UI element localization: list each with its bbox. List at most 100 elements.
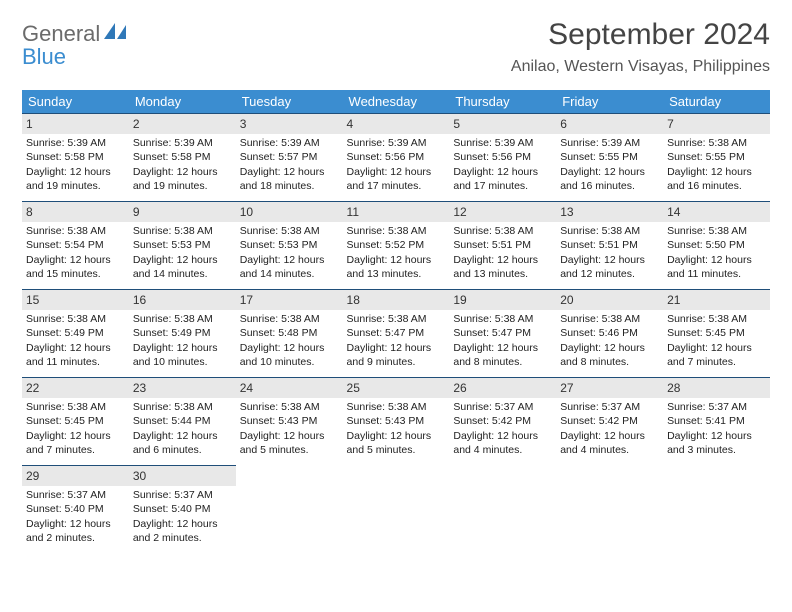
day-number: 15 [22, 290, 129, 310]
daylight-line: Daylight: 12 hours and 6 minutes. [133, 429, 232, 457]
day-details: Sunrise: 5:38 AMSunset: 5:46 PMDaylight:… [560, 312, 659, 369]
daylight-line: Daylight: 12 hours and 5 minutes. [347, 429, 446, 457]
day-details: Sunrise: 5:38 AMSunset: 5:50 PMDaylight:… [667, 224, 766, 281]
day-details: Sunrise: 5:37 AMSunset: 5:40 PMDaylight:… [26, 488, 125, 545]
sunset-line: Sunset: 5:56 PM [347, 150, 446, 164]
sunrise-line: Sunrise: 5:38 AM [560, 224, 659, 238]
daylight-line: Daylight: 12 hours and 19 minutes. [133, 165, 232, 193]
day-details: Sunrise: 5:39 AMSunset: 5:57 PMDaylight:… [240, 136, 339, 193]
sunset-line: Sunset: 5:56 PM [453, 150, 552, 164]
day-cell: 29Sunrise: 5:37 AMSunset: 5:40 PMDayligh… [22, 466, 129, 554]
day-number: 5 [449, 114, 556, 134]
daylight-line: Daylight: 12 hours and 7 minutes. [667, 341, 766, 369]
day-cell: 25Sunrise: 5:38 AMSunset: 5:43 PMDayligh… [343, 378, 450, 466]
sunset-line: Sunset: 5:41 PM [667, 414, 766, 428]
empty-cell [663, 466, 770, 554]
dow-friday: Friday [556, 90, 663, 114]
day-number: 26 [449, 378, 556, 398]
empty-cell [343, 466, 450, 554]
day-cell: 20Sunrise: 5:38 AMSunset: 5:46 PMDayligh… [556, 290, 663, 378]
daylight-line: Daylight: 12 hours and 16 minutes. [667, 165, 766, 193]
day-number: 17 [236, 290, 343, 310]
dow-wednesday: Wednesday [343, 90, 450, 114]
day-cell: 26Sunrise: 5:37 AMSunset: 5:42 PMDayligh… [449, 378, 556, 466]
sunset-line: Sunset: 5:49 PM [133, 326, 232, 340]
daylight-line: Daylight: 12 hours and 10 minutes. [133, 341, 232, 369]
sunset-line: Sunset: 5:51 PM [453, 238, 552, 252]
daylight-line: Daylight: 12 hours and 12 minutes. [560, 253, 659, 281]
empty-cell [449, 466, 556, 554]
day-details: Sunrise: 5:38 AMSunset: 5:54 PMDaylight:… [26, 224, 125, 281]
sunset-line: Sunset: 5:58 PM [26, 150, 125, 164]
daylight-line: Daylight: 12 hours and 8 minutes. [560, 341, 659, 369]
sunset-line: Sunset: 5:43 PM [347, 414, 446, 428]
sunrise-line: Sunrise: 5:38 AM [347, 312, 446, 326]
day-of-week-row: Sunday Monday Tuesday Wednesday Thursday… [22, 90, 770, 114]
sunset-line: Sunset: 5:53 PM [240, 238, 339, 252]
daylight-line: Daylight: 12 hours and 10 minutes. [240, 341, 339, 369]
day-details: Sunrise: 5:38 AMSunset: 5:43 PMDaylight:… [240, 400, 339, 457]
sunset-line: Sunset: 5:57 PM [240, 150, 339, 164]
sunrise-line: Sunrise: 5:38 AM [347, 400, 446, 414]
daylight-line: Daylight: 12 hours and 5 minutes. [240, 429, 339, 457]
day-details: Sunrise: 5:38 AMSunset: 5:47 PMDaylight:… [453, 312, 552, 369]
calendar-week-row: 22Sunrise: 5:38 AMSunset: 5:45 PMDayligh… [22, 378, 770, 466]
day-details: Sunrise: 5:38 AMSunset: 5:55 PMDaylight:… [667, 136, 766, 193]
daylight-line: Daylight: 12 hours and 16 minutes. [560, 165, 659, 193]
day-cell: 30Sunrise: 5:37 AMSunset: 5:40 PMDayligh… [129, 466, 236, 554]
sunset-line: Sunset: 5:43 PM [240, 414, 339, 428]
sunrise-line: Sunrise: 5:37 AM [453, 400, 552, 414]
daylight-line: Daylight: 12 hours and 11 minutes. [667, 253, 766, 281]
daylight-line: Daylight: 12 hours and 4 minutes. [560, 429, 659, 457]
sunrise-line: Sunrise: 5:38 AM [133, 224, 232, 238]
daylight-line: Daylight: 12 hours and 17 minutes. [453, 165, 552, 193]
sunrise-line: Sunrise: 5:39 AM [26, 136, 125, 150]
sunset-line: Sunset: 5:45 PM [26, 414, 125, 428]
day-number: 29 [22, 466, 129, 486]
day-number: 21 [663, 290, 770, 310]
sunrise-line: Sunrise: 5:38 AM [667, 312, 766, 326]
day-cell: 14Sunrise: 5:38 AMSunset: 5:50 PMDayligh… [663, 202, 770, 290]
sunrise-line: Sunrise: 5:39 AM [560, 136, 659, 150]
day-cell: 12Sunrise: 5:38 AMSunset: 5:51 PMDayligh… [449, 202, 556, 290]
sunset-line: Sunset: 5:45 PM [667, 326, 766, 340]
brand-line1: General [22, 22, 100, 45]
day-details: Sunrise: 5:37 AMSunset: 5:41 PMDaylight:… [667, 400, 766, 457]
daylight-line: Daylight: 12 hours and 14 minutes. [240, 253, 339, 281]
day-number: 23 [129, 378, 236, 398]
day-cell: 4Sunrise: 5:39 AMSunset: 5:56 PMDaylight… [343, 114, 450, 202]
title-block: September 2024 Anilao, Western Visayas, … [511, 18, 770, 76]
day-number: 7 [663, 114, 770, 134]
day-number: 11 [343, 202, 450, 222]
day-details: Sunrise: 5:39 AMSunset: 5:56 PMDaylight:… [453, 136, 552, 193]
sunset-line: Sunset: 5:49 PM [26, 326, 125, 340]
day-details: Sunrise: 5:38 AMSunset: 5:52 PMDaylight:… [347, 224, 446, 281]
daylight-line: Daylight: 12 hours and 14 minutes. [133, 253, 232, 281]
day-details: Sunrise: 5:38 AMSunset: 5:45 PMDaylight:… [26, 400, 125, 457]
sunrise-line: Sunrise: 5:38 AM [667, 224, 766, 238]
sunrise-line: Sunrise: 5:39 AM [133, 136, 232, 150]
sunrise-line: Sunrise: 5:38 AM [240, 224, 339, 238]
header: General Blue September 2024 Anilao, West… [22, 18, 770, 76]
day-cell: 19Sunrise: 5:38 AMSunset: 5:47 PMDayligh… [449, 290, 556, 378]
sunrise-line: Sunrise: 5:38 AM [347, 224, 446, 238]
day-number: 19 [449, 290, 556, 310]
sunrise-line: Sunrise: 5:37 AM [667, 400, 766, 414]
sunset-line: Sunset: 5:58 PM [133, 150, 232, 164]
sunrise-line: Sunrise: 5:39 AM [347, 136, 446, 150]
sunrise-line: Sunrise: 5:38 AM [667, 136, 766, 150]
sail-icon [104, 22, 126, 45]
day-details: Sunrise: 5:39 AMSunset: 5:55 PMDaylight:… [560, 136, 659, 193]
day-details: Sunrise: 5:39 AMSunset: 5:58 PMDaylight:… [26, 136, 125, 193]
day-number: 22 [22, 378, 129, 398]
day-cell: 15Sunrise: 5:38 AMSunset: 5:49 PMDayligh… [22, 290, 129, 378]
day-details: Sunrise: 5:38 AMSunset: 5:44 PMDaylight:… [133, 400, 232, 457]
dow-saturday: Saturday [663, 90, 770, 114]
day-details: Sunrise: 5:39 AMSunset: 5:56 PMDaylight:… [347, 136, 446, 193]
daylight-line: Daylight: 12 hours and 13 minutes. [347, 253, 446, 281]
empty-cell [236, 466, 343, 554]
daylight-line: Daylight: 12 hours and 18 minutes. [240, 165, 339, 193]
day-number: 30 [129, 466, 236, 486]
day-cell: 10Sunrise: 5:38 AMSunset: 5:53 PMDayligh… [236, 202, 343, 290]
day-details: Sunrise: 5:38 AMSunset: 5:49 PMDaylight:… [26, 312, 125, 369]
